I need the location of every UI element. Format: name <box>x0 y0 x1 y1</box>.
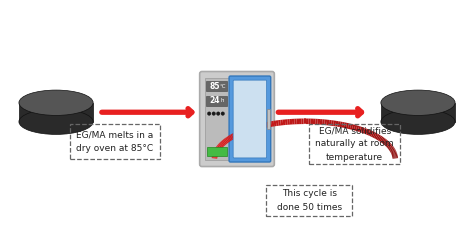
Text: 85: 85 <box>209 82 219 91</box>
Ellipse shape <box>381 90 455 115</box>
Circle shape <box>217 112 220 115</box>
Circle shape <box>208 112 211 115</box>
Ellipse shape <box>19 90 93 115</box>
Ellipse shape <box>19 109 93 134</box>
Bar <box>19 103 93 122</box>
Text: h: h <box>221 98 225 104</box>
Bar <box>205 78 228 160</box>
FancyBboxPatch shape <box>233 80 267 158</box>
Bar <box>207 96 227 106</box>
Bar <box>207 147 227 156</box>
Bar <box>381 103 455 122</box>
Text: °C: °C <box>219 84 226 89</box>
Text: EG/MA melts in a
dry oven at 85°C: EG/MA melts in a dry oven at 85°C <box>76 131 154 153</box>
Ellipse shape <box>381 109 455 134</box>
Text: EG/MA solidifies
naturally at room
temperature: EG/MA solidifies naturally at room tempe… <box>315 126 394 162</box>
FancyBboxPatch shape <box>229 76 271 162</box>
Circle shape <box>212 112 215 115</box>
Text: 24: 24 <box>209 96 219 105</box>
Circle shape <box>221 112 225 115</box>
Bar <box>267 109 270 129</box>
FancyBboxPatch shape <box>200 71 274 166</box>
Text: This cycle is
done 50 times: This cycle is done 50 times <box>277 189 342 212</box>
Bar <box>207 82 227 91</box>
